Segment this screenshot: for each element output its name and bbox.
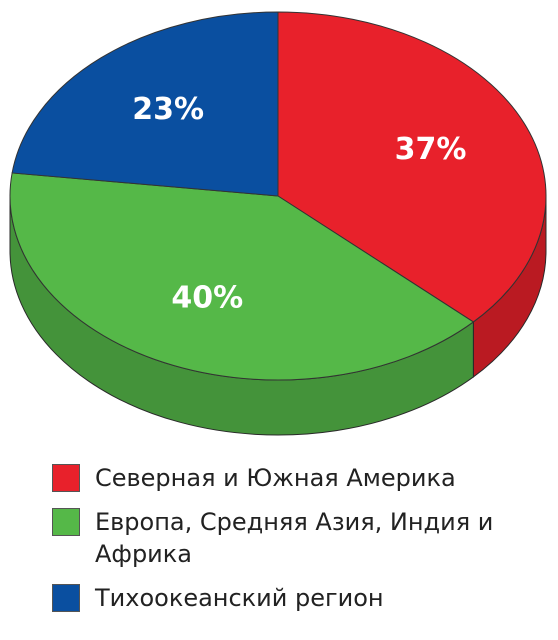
legend-item: Северная и Южная Америка: [52, 462, 542, 494]
legend-item: Тихоокеанский регион: [52, 582, 542, 614]
pie-slice: [11, 11, 279, 197]
pie-slice: [9, 172, 475, 381]
legend-swatch: [52, 464, 80, 492]
legend-label: Северная и Южная Америка: [95, 464, 456, 492]
chart: 37% 40% 23%: [9, 11, 547, 436]
legend-label: Тихоокеанский регион: [95, 584, 384, 612]
legend: Северная и Южная Америка Европа, Средняя …: [52, 462, 542, 626]
legend-swatch: [52, 508, 80, 536]
pie-slice: [277, 11, 547, 323]
legend-item: Европа, Средняя Азия, Индия и Африка: [52, 506, 542, 570]
data-label: 37%: [395, 132, 467, 167]
data-label: 40%: [171, 281, 243, 316]
data-label: 23%: [132, 92, 204, 127]
legend-label: Европа, Средняя Азия, Индия и Африка: [95, 508, 494, 568]
legend-swatch: [52, 584, 80, 612]
